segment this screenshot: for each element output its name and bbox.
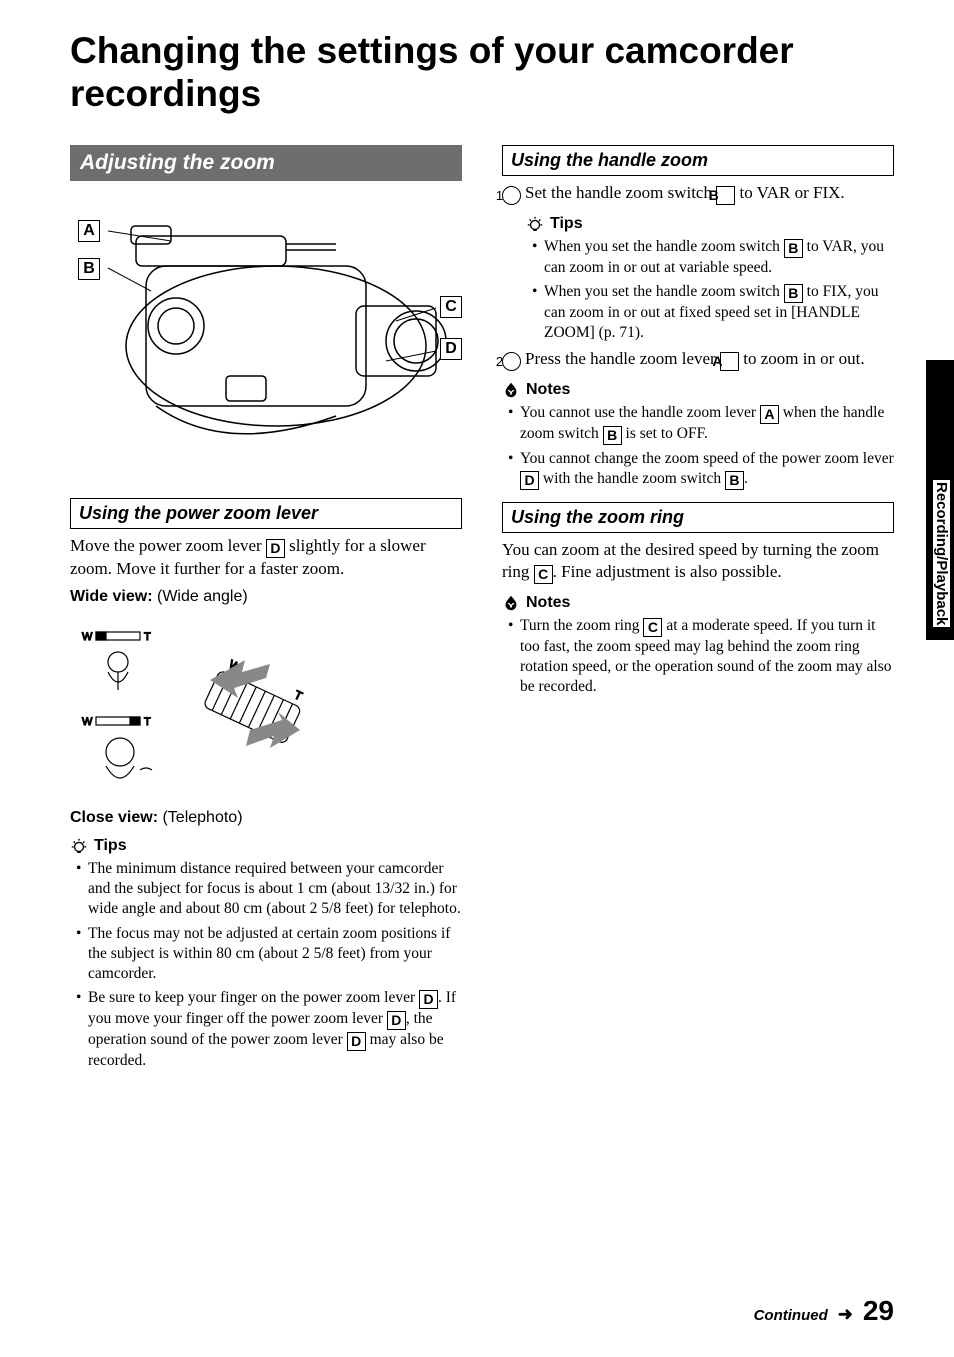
tips-label: Tips — [94, 837, 127, 855]
tips-header: Tips — [526, 215, 894, 233]
wide-view-label: Wide view: (Wide angle) — [70, 588, 462, 606]
text-fragment: Turn the zoom ring — [520, 617, 643, 634]
label-bold: Wide view: — [70, 588, 153, 605]
power-zoom-body: Move the power zoom lever D slightly for… — [70, 535, 462, 580]
camcorder-figure: A B C D — [70, 196, 462, 486]
two-column-layout: Adjusting the zoom — [70, 145, 894, 1075]
text-fragment: Move the power zoom lever — [70, 536, 266, 555]
subsection-rule — [502, 532, 894, 533]
text-fragment: You cannot change the zoom speed of the … — [520, 450, 894, 467]
text-fragment: . Fine adjustment is also possible. — [553, 562, 782, 581]
zoom-ring-body: You can zoom at the desired speed by tur… — [502, 539, 894, 584]
tip-item: The minimum distance required between yo… — [76, 859, 462, 919]
camcorder-illustration — [70, 196, 462, 486]
zoom-lever-figure: W T W T — [70, 620, 330, 790]
tip-item: The focus may not be adjusted at certain… — [76, 924, 462, 984]
notes-list: You cannot use the handle zoom lever A w… — [502, 403, 894, 490]
ref-d: D — [266, 539, 285, 558]
notes-label: Notes — [526, 381, 570, 399]
text-fragment: with the handle zoom switch — [539, 470, 725, 487]
step-number-2: 2 — [502, 352, 521, 371]
ref-d: D — [387, 1011, 406, 1030]
figure-label-c: C — [440, 296, 462, 318]
subsection-rule — [502, 175, 894, 176]
figure-label-a: A — [78, 220, 100, 242]
figure-label-b: B — [78, 258, 100, 280]
left-column: Adjusting the zoom — [70, 145, 462, 1075]
notes-header: Notes — [502, 594, 894, 612]
subsection-handle-zoom: Using the handle zoom — [502, 145, 894, 175]
lightbulb-icon — [526, 215, 544, 233]
text-fragment: is set to OFF. — [622, 425, 708, 442]
text-fragment: You cannot use the handle zoom lever — [520, 404, 760, 421]
text-fragment: Be sure to keep your finger on the power… — [88, 989, 419, 1006]
text-fragment: Set the handle zoom switch — [525, 183, 716, 202]
text-fragment: to VAR or FIX. — [735, 183, 844, 202]
page-title: Changing the settings of your camcorder … — [70, 30, 894, 115]
tips-label: Tips — [550, 215, 583, 233]
ref-b: B — [784, 239, 803, 258]
step-2: 2Press the handle zoom lever A to zoom i… — [502, 348, 894, 371]
tips-header: Tips — [70, 837, 462, 855]
page-footer: Continued ➜ 29 — [754, 1295, 894, 1327]
svg-text:W: W — [82, 631, 93, 643]
ref-b: B — [716, 186, 735, 205]
note-item: You cannot change the zoom speed of the … — [508, 449, 894, 490]
subsection-zoom-ring: Using the zoom ring — [502, 502, 894, 532]
close-view-label: Close view: (Telephoto) — [70, 809, 462, 827]
text-fragment: to zoom in or out. — [739, 349, 865, 368]
ref-d: D — [520, 471, 539, 490]
tips-list: The minimum distance required between yo… — [70, 859, 462, 1071]
notes-label: Notes — [526, 594, 570, 612]
tip-item: When you set the handle zoom switch B to… — [532, 237, 894, 278]
step-1: 1Set the handle zoom switch B to VAR or … — [502, 182, 894, 205]
text-fragment: When you set the handle zoom switch — [544, 238, 784, 255]
section-adjusting-zoom: Adjusting the zoom — [70, 145, 462, 181]
text-fragment: . — [744, 470, 748, 487]
page-number: 29 — [863, 1295, 894, 1327]
svg-text:W: W — [82, 716, 93, 728]
label-text: (Wide angle) — [153, 588, 248, 605]
note-icon — [502, 594, 520, 612]
ref-c: C — [643, 618, 662, 637]
step1-tips-block: Tips When you set the handle zoom switch… — [526, 215, 894, 343]
tip-item: Be sure to keep your finger on the power… — [76, 988, 462, 1071]
svg-text:T: T — [144, 716, 151, 728]
continued-label: Continued — [754, 1307, 828, 1324]
note-icon — [502, 381, 520, 399]
lightbulb-icon — [70, 837, 88, 855]
text-fragment: Press the handle zoom lever — [525, 349, 720, 368]
tip-item: When you set the handle zoom switch B to… — [532, 282, 894, 343]
label-text: (Telephoto) — [158, 809, 243, 826]
ref-a: A — [720, 352, 739, 371]
subsection-rule — [70, 528, 462, 529]
right-column: Using the handle zoom 1Set the handle zo… — [502, 145, 894, 1075]
note-item: You cannot use the handle zoom lever A w… — [508, 403, 894, 445]
ref-d: D — [419, 990, 438, 1009]
notes-header: Notes — [502, 381, 894, 399]
tips-list: When you set the handle zoom switch B to… — [526, 237, 894, 343]
subsection-power-zoom-lever: Using the power zoom lever — [70, 498, 462, 528]
step-number-1: 1 — [502, 186, 521, 205]
note-item: Turn the zoom ring C at a moderate speed… — [508, 616, 894, 697]
figure-label-d: D — [440, 338, 462, 360]
ref-d: D — [347, 1032, 366, 1051]
label-bold: Close view: — [70, 809, 158, 826]
side-tab-label: Recording/Playback — [933, 480, 950, 627]
svg-text:T: T — [292, 688, 305, 704]
ref-a: A — [760, 405, 779, 424]
notes-list: Turn the zoom ring C at a moderate speed… — [502, 616, 894, 697]
ref-b: B — [725, 471, 744, 490]
ref-c: C — [534, 565, 553, 584]
ref-b: B — [603, 426, 622, 445]
svg-text:T: T — [144, 631, 151, 643]
arrow-icon: ➜ — [838, 1304, 853, 1325]
ref-b: B — [784, 284, 803, 303]
text-fragment: When you set the handle zoom switch — [544, 283, 784, 300]
